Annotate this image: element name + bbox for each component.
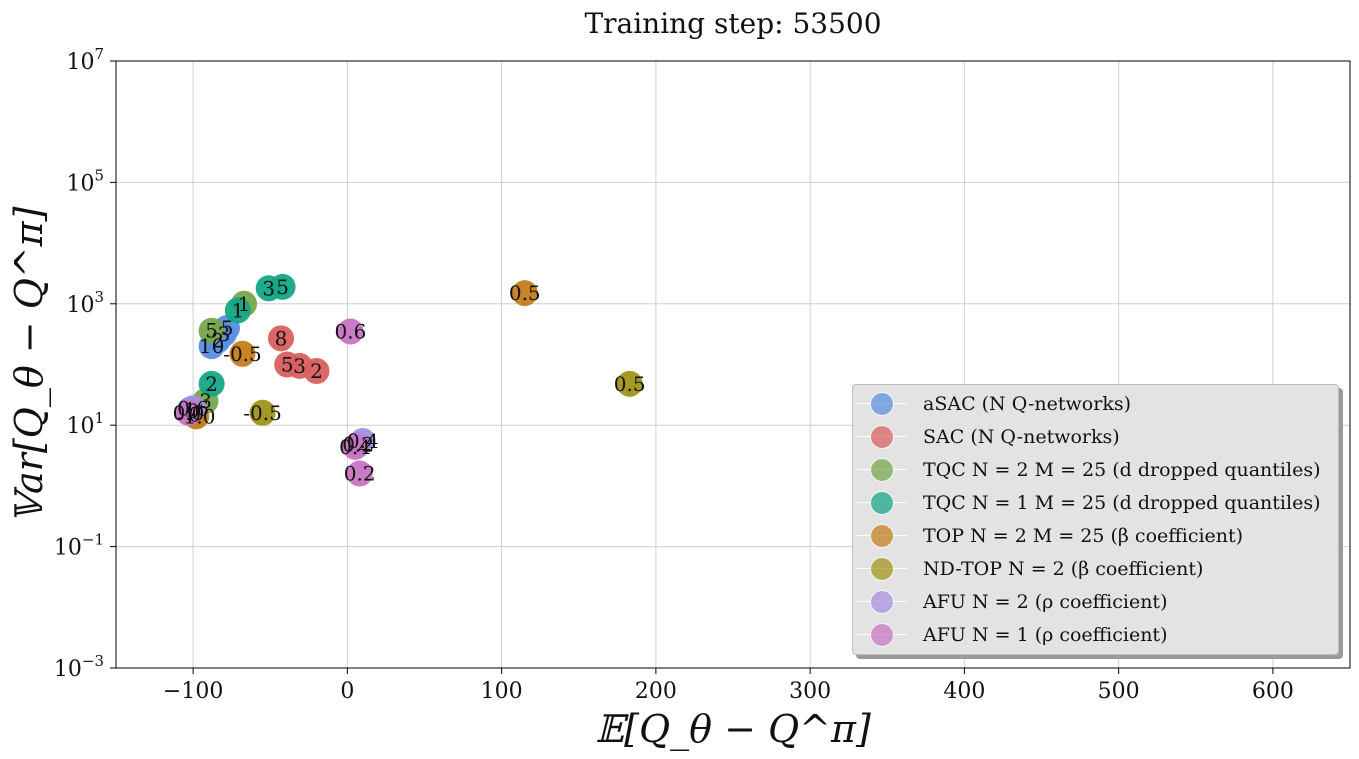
data-points (175, 273, 643, 487)
x-tick-label: 600 (1252, 679, 1294, 704)
x-tick-label: 400 (943, 679, 985, 704)
legend-item: TOP N = 2 M = 25 (β coefficient) (853, 519, 1243, 552)
legend-item: SAC (N Q-networks) (853, 420, 1120, 453)
legend-marker (853, 552, 911, 585)
point-label: 5 (205, 319, 218, 343)
point-label: 2 (310, 359, 323, 383)
scatter-point (268, 325, 295, 352)
x-tick-label: 0 (340, 679, 354, 704)
scatter-point (269, 273, 296, 300)
legend-marker (853, 618, 911, 651)
scatter-point (229, 340, 256, 367)
scatter-point (224, 297, 251, 324)
legend-label: TQC N = 2 M = 25 (d dropped quantiles) (923, 458, 1321, 481)
legend-label: AFU N = 2 (ρ coefficient) (923, 590, 1168, 613)
chart-title: Training step: 53500 (584, 7, 881, 40)
point-label: 3 (293, 354, 306, 378)
point-label: 0.5 (509, 281, 541, 305)
y-axis-label: 𝕍ar[Q_θ − Q^π] (7, 206, 52, 523)
scatter-point (511, 280, 538, 307)
legend-marker (853, 387, 911, 420)
x-tick-label: 200 (635, 679, 677, 704)
point-label: 0.4 (339, 435, 371, 459)
scatter-point (337, 318, 364, 345)
point-label: 1 (184, 398, 197, 422)
scatter-point (249, 399, 276, 426)
point-label: -0.5 (243, 401, 282, 425)
x-axis-label: 𝔼[Q_θ − Q^π] (595, 707, 871, 752)
point-label: 3 (262, 276, 275, 300)
point-label: 0.6 (335, 319, 367, 343)
x-tick-label: −100 (163, 679, 223, 704)
point-label: 5 (221, 316, 234, 340)
legend-label: ND-TOP N = 2 (β coefficient) (923, 557, 1204, 580)
legend-label: TQC N = 1 M = 25 (d dropped quantiles) (923, 491, 1321, 514)
legend-item: ND-TOP N = 2 (β coefficient) (853, 552, 1203, 585)
point-label: 0.6 (177, 396, 209, 420)
legend-item: TQC N = 1 M = 25 (d dropped quantiles) (853, 486, 1320, 519)
point-label: 10 (199, 334, 224, 358)
point-label: -0.5 (223, 342, 262, 366)
y-tick-label: 10−1 (54, 531, 104, 561)
point-label: 0.0 (173, 401, 205, 425)
point-label: 2 (211, 328, 224, 352)
legend-label: AFU N = 1 (ρ coefficient) (923, 623, 1168, 646)
legend-label: TOP N = 2 M = 25 (β coefficient) (923, 524, 1244, 547)
legend-label: aSAC (N Q-networks) (923, 392, 1131, 415)
point-label: 0.2 (344, 462, 376, 486)
legend-marker (853, 585, 911, 618)
legend-item: TQC N = 2 M = 25 (d dropped quantiles) (853, 453, 1320, 486)
x-tick-label: 300 (789, 679, 831, 704)
scatter-point (303, 358, 330, 385)
point-label: 0 (188, 403, 201, 427)
scatter-point (346, 460, 373, 487)
scatter-point (198, 317, 225, 344)
point-label: 1 (238, 292, 251, 316)
point-label: 8 (275, 326, 288, 350)
point-label: 0 (187, 399, 200, 423)
y-tick-label: 101 (66, 409, 104, 439)
point-label: 0.2 (342, 433, 374, 457)
legend-item: AFU N = 1 (ρ coefficient) (853, 618, 1167, 651)
legend-marker (853, 420, 911, 453)
x-tick-label: 500 (1098, 679, 1140, 704)
point-label: 5 (281, 353, 294, 377)
scatter-point (175, 399, 202, 426)
plot-frame (115, 60, 1351, 669)
legend-marker (853, 453, 911, 486)
y-tick-label: 105 (66, 166, 104, 196)
legend: aSAC (N Q-networks) SAC (N Q-networks) TQC… (852, 384, 1339, 655)
y-tick-label: 10−3 (54, 652, 104, 682)
x-axis-ticks: −100 0 100 200 300 400 500 600 (163, 668, 1294, 704)
legend-label: SAC (N Q-networks) (923, 425, 1120, 448)
legend-marker (853, 486, 911, 519)
y-axis-ticks: 10−3 10−1 101 103 105 107 (54, 45, 116, 682)
point-label: 3 (218, 322, 231, 346)
y-tick-label: 107 (66, 45, 104, 75)
scatter-point (342, 433, 369, 460)
point-label: 2 (205, 372, 218, 396)
legend-item: AFU N = 2 (ρ coefficient) (853, 585, 1167, 618)
point-label: 1 (231, 298, 244, 322)
y-tick-label: 103 (66, 288, 104, 318)
point-label: 5 (276, 275, 289, 299)
point-label: 0.5 (614, 372, 646, 396)
point-label: 0.4 (347, 429, 379, 453)
scatter-point (616, 370, 643, 397)
legend-marker (853, 519, 911, 552)
point-label: -1.0 (177, 404, 216, 428)
scatter-point (198, 370, 225, 397)
legend-item: aSAC (N Q-networks) (853, 387, 1131, 420)
x-tick-label: 100 (481, 679, 523, 704)
point-label: 3 (199, 389, 212, 413)
